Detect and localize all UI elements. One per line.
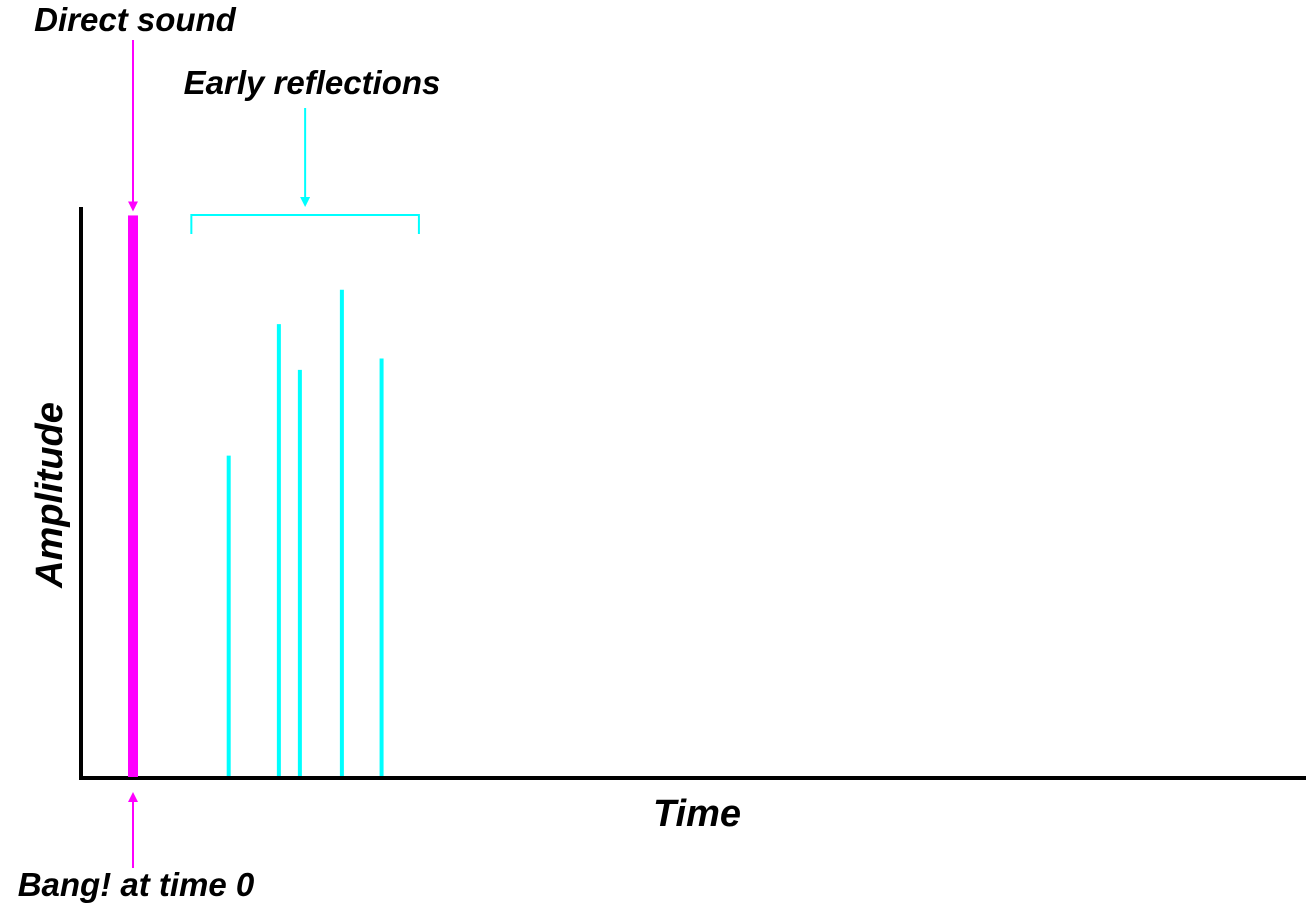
early-reflections-group xyxy=(226,289,384,776)
direct-sound-bar xyxy=(128,215,138,777)
early-reflections-label: Early reflections xyxy=(184,64,441,101)
y-axis-label: Amplitude xyxy=(29,402,71,589)
early-reflections-bracket xyxy=(190,214,420,234)
direct-sound-label: Direct sound xyxy=(34,1,237,38)
bang-label: Bang! at time 0 xyxy=(18,866,255,903)
x-axis-label: Time xyxy=(653,793,741,835)
